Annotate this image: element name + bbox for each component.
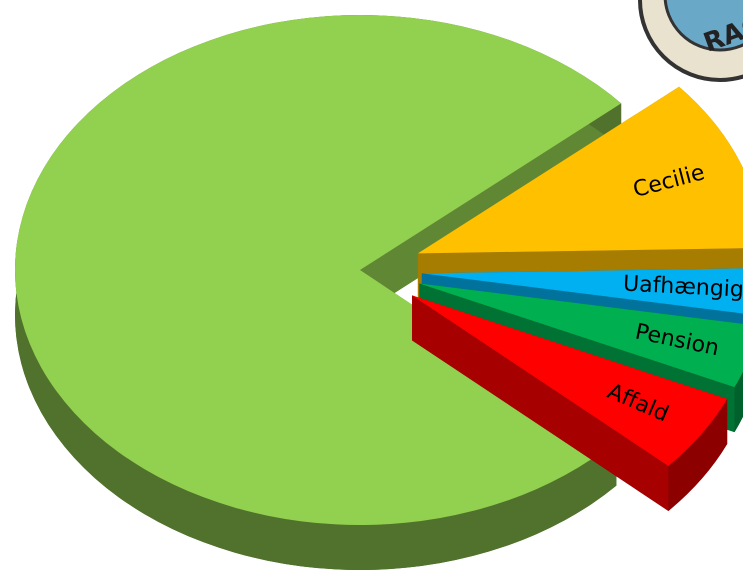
slice-wall — [734, 371, 743, 433]
slice — [411, 295, 728, 466]
logo-center — [663, 0, 743, 52]
pie — [14, 15, 743, 571]
slice — [421, 268, 743, 314]
slice — [419, 283, 743, 388]
slice-cut — [411, 295, 669, 511]
logo: RAGE — [638, 0, 743, 82]
slice-wall — [668, 399, 728, 511]
slice — [417, 86, 743, 254]
slice — [15, 15, 622, 526]
